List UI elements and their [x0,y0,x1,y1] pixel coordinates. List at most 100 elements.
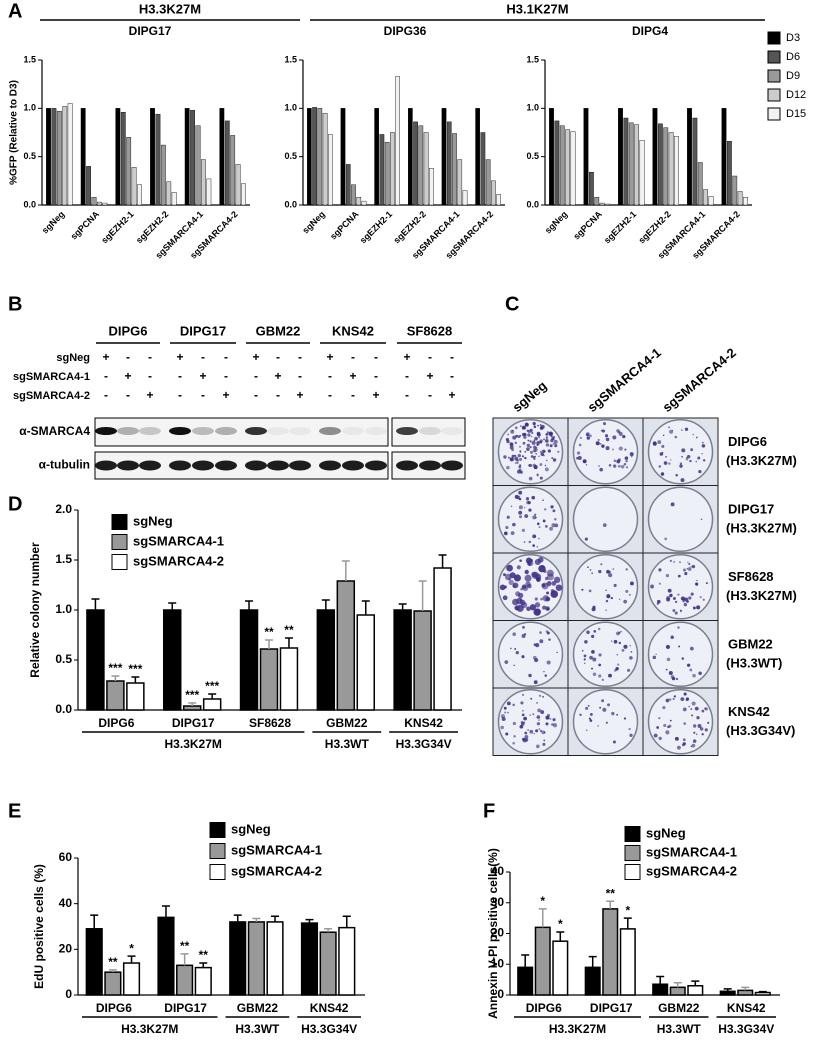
colony [512,435,517,440]
colony [532,534,537,539]
bar [176,964,194,996]
legend-label: sgNeg [133,513,173,528]
bar [160,144,166,206]
colony [519,451,522,453]
colony [682,600,685,603]
y-tick-label: 0.5 [55,652,72,666]
colony [542,695,544,698]
significance: ** [180,939,190,953]
colony [677,574,681,578]
bar [374,108,379,206]
lane-sign: - [254,369,258,383]
colony [669,429,674,434]
legend-swatch [111,554,128,570]
bar [393,609,412,711]
colony [509,457,514,462]
colony [623,463,627,466]
colony [701,444,706,448]
colony [612,740,616,744]
bar [668,132,674,206]
bar [322,112,328,206]
colony [508,579,514,586]
x-tick-label: SF8628 [249,716,291,730]
colony [690,646,694,651]
colony [680,697,685,702]
colony [503,455,507,459]
colony [544,508,547,511]
colony [510,647,512,650]
bar [126,682,145,711]
colony [679,464,683,468]
colony [586,434,589,436]
colony [579,436,582,440]
row-line: KNS42 [728,704,770,719]
colony [546,591,549,595]
colony [523,716,527,721]
blot-band [365,460,387,471]
colony [612,464,617,468]
colony [527,729,529,731]
colony [658,465,662,468]
colony [618,446,623,451]
colony [688,596,692,600]
lane-sign: - [148,350,152,364]
colony [551,457,554,460]
colony [535,643,540,648]
colony [512,582,519,589]
colony [668,671,673,676]
colony [546,573,554,581]
lane-sign: - [104,369,108,383]
colony [531,495,536,500]
colony [696,579,698,582]
colony [532,455,536,459]
bar [517,966,534,996]
colony [591,650,595,654]
colony [502,595,508,601]
bar [652,983,669,996]
colony [692,739,697,743]
colony [526,606,531,612]
row-line: DIPG17 [728,502,774,517]
bar [726,140,732,206]
lane-sign: - [178,369,182,383]
y-tick-label: 0.5 [284,151,297,161]
colony [686,568,689,570]
colony [524,574,532,582]
colony [705,582,708,585]
colony [665,668,668,671]
colony [602,707,607,712]
colony [545,459,548,462]
colony [614,669,617,672]
bar [732,175,738,206]
colony [545,715,550,720]
colony [542,438,546,441]
colony [691,564,696,569]
colony [586,729,588,731]
significance: *** [185,688,199,702]
colony [526,443,530,448]
colony [662,705,666,710]
colony [650,584,654,589]
antibody-label: α-SMARCA4 [19,424,90,438]
colony [549,444,553,448]
significance: * [625,903,630,917]
blot-band [342,460,364,471]
colony [506,465,510,470]
bar [605,203,610,206]
group-label: H3.3K27M [165,737,222,751]
colony [511,448,515,452]
colony [581,588,584,591]
colony [623,717,627,720]
x-tick-label: DIPG17 [590,1001,633,1015]
colony [586,630,590,635]
colony [513,574,521,582]
colony [512,632,516,637]
colony [695,436,698,439]
colony [691,701,696,706]
bar [150,108,155,206]
colony [665,644,671,650]
colony [542,449,546,453]
colony [547,581,552,586]
colony [652,655,657,660]
colony [653,733,658,738]
